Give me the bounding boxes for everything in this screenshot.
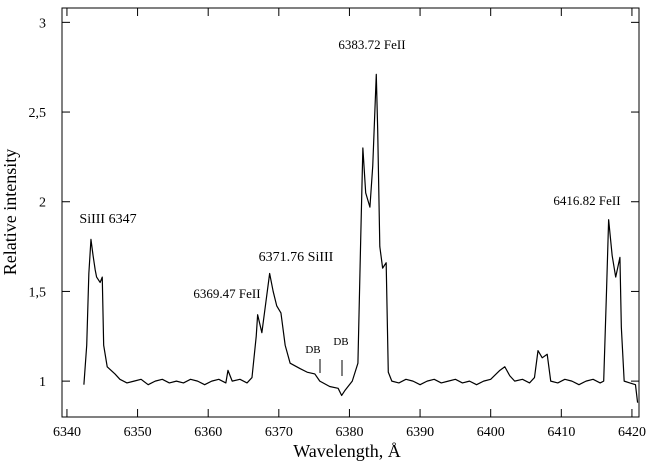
x-tick-label: 6350 — [124, 425, 152, 440]
annotation: DB — [333, 336, 348, 348]
annotation: 6371.76 SiIII — [259, 250, 334, 265]
x-tick-label: 6420 — [618, 425, 646, 440]
y-tick-label: 2,5 — [29, 106, 47, 121]
x-tick-label: 6360 — [194, 425, 222, 440]
y-tick-label: 3 — [39, 16, 46, 31]
y-tick-label: 1 — [39, 375, 46, 390]
plot-frame — [61, 7, 640, 418]
x-tick-label: 6370 — [265, 425, 293, 440]
annotation: 6369.47 FeII — [193, 286, 260, 301]
y-axis-label: Relative intensity — [0, 149, 20, 275]
x-tick-label: 6400 — [477, 425, 505, 440]
x-tick-label: 6410 — [547, 425, 575, 440]
x-tick-label: 6380 — [335, 425, 363, 440]
spectrum-line — [83, 73, 639, 403]
x-axis-label: Wavelength, Å — [293, 441, 401, 461]
annotation: SiIII 6347 — [79, 212, 136, 227]
x-tick-label: 6340 — [53, 425, 81, 440]
y-tick-label: 2 — [39, 196, 46, 211]
y-tick-label: 1,5 — [29, 285, 47, 300]
annotation: 6383.72 FeII — [338, 37, 405, 52]
annotation: DB — [305, 344, 320, 356]
x-tick-label: 6390 — [406, 425, 434, 440]
annotation: 6416.82 FeII — [553, 193, 620, 208]
